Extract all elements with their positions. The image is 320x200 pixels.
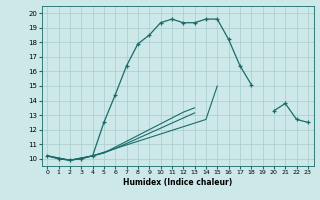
X-axis label: Humidex (Indice chaleur): Humidex (Indice chaleur) [123, 178, 232, 187]
